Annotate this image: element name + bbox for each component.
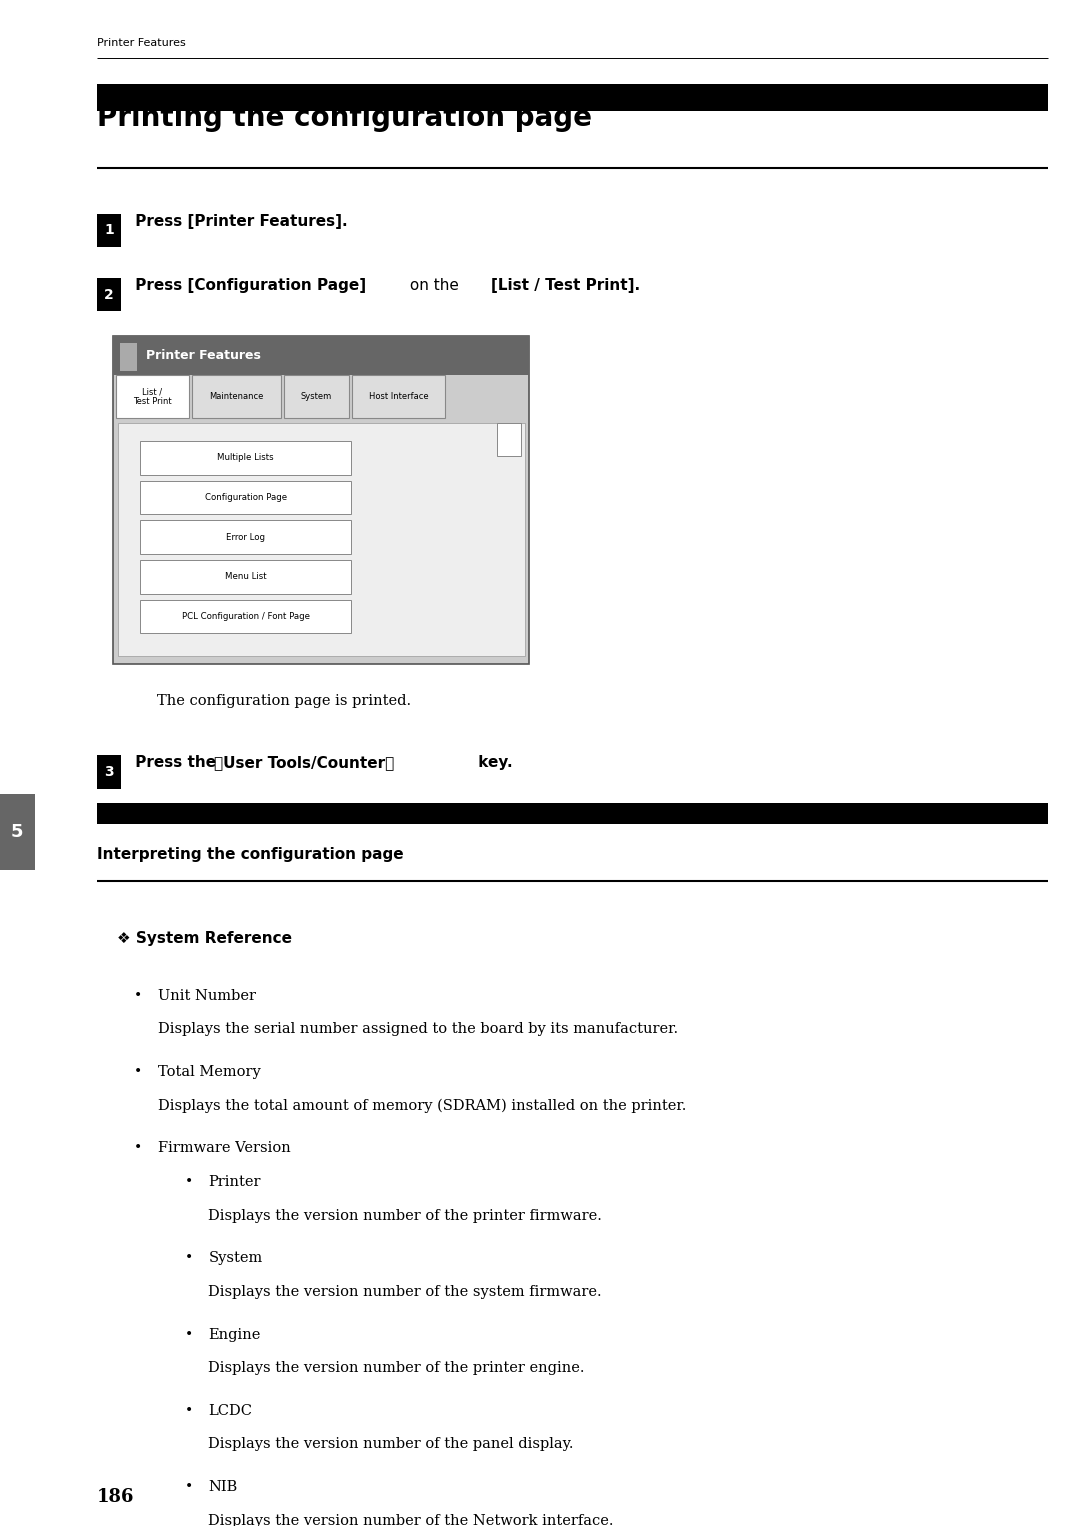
FancyBboxPatch shape <box>97 755 121 789</box>
FancyBboxPatch shape <box>97 803 1048 824</box>
Text: •: • <box>185 1328 193 1341</box>
FancyBboxPatch shape <box>0 794 35 870</box>
FancyBboxPatch shape <box>116 375 189 418</box>
Text: 5: 5 <box>11 823 24 841</box>
Text: 2: 2 <box>104 287 114 302</box>
Text: The configuration page is printed.: The configuration page is printed. <box>157 694 410 708</box>
Text: Press the: Press the <box>130 755 221 771</box>
Text: Total Memory: Total Memory <box>158 1065 260 1079</box>
FancyBboxPatch shape <box>97 214 121 247</box>
Text: List /
Test Print: List / Test Print <box>133 388 172 406</box>
Text: Menu List: Menu List <box>225 572 267 581</box>
Text: Press [Printer Features].: Press [Printer Features]. <box>130 214 348 229</box>
Text: Engine: Engine <box>208 1328 260 1341</box>
Text: 186: 186 <box>97 1488 135 1506</box>
Text: Interpreting the configuration page: Interpreting the configuration page <box>97 847 404 862</box>
FancyBboxPatch shape <box>140 560 351 594</box>
Text: LCDC: LCDC <box>208 1404 253 1418</box>
FancyBboxPatch shape <box>140 481 351 514</box>
Text: Printer Features: Printer Features <box>146 349 260 362</box>
Text: System: System <box>208 1251 262 1265</box>
Text: ❖ System Reference: ❖ System Reference <box>117 931 292 946</box>
Text: 【User Tools/Counter】: 【User Tools/Counter】 <box>214 755 394 771</box>
FancyBboxPatch shape <box>120 343 137 371</box>
FancyBboxPatch shape <box>97 278 121 311</box>
Text: Displays the total amount of memory (SDRAM) installed on the printer.: Displays the total amount of memory (SDR… <box>158 1099 686 1112</box>
Text: •: • <box>185 1404 193 1418</box>
FancyBboxPatch shape <box>352 375 445 418</box>
Text: Displays the version number of the printer firmware.: Displays the version number of the print… <box>208 1209 603 1222</box>
FancyBboxPatch shape <box>192 375 281 418</box>
Text: Displays the version number of the panel display.: Displays the version number of the panel… <box>208 1437 573 1451</box>
Text: Host Interface: Host Interface <box>368 392 429 401</box>
FancyBboxPatch shape <box>140 600 351 633</box>
FancyBboxPatch shape <box>97 84 1048 111</box>
FancyBboxPatch shape <box>113 336 529 375</box>
Text: Displays the version number of the Network interface.: Displays the version number of the Netwo… <box>208 1514 613 1526</box>
Text: Unit Number: Unit Number <box>158 989 256 1003</box>
FancyBboxPatch shape <box>497 423 521 456</box>
FancyBboxPatch shape <box>113 336 529 664</box>
Text: •: • <box>134 1141 143 1155</box>
Text: Firmware Version: Firmware Version <box>158 1141 291 1155</box>
Text: Printer: Printer <box>208 1175 261 1189</box>
Text: 1: 1 <box>104 223 114 238</box>
Text: Displays the serial number assigned to the board by its manufacturer.: Displays the serial number assigned to t… <box>158 1022 678 1036</box>
Text: PCL Configuration / Font Page: PCL Configuration / Font Page <box>181 612 310 621</box>
Text: •: • <box>185 1175 193 1189</box>
Text: NIB: NIB <box>208 1480 238 1494</box>
Text: Error Log: Error Log <box>226 533 266 542</box>
FancyBboxPatch shape <box>118 423 525 656</box>
Text: key.: key. <box>473 755 513 771</box>
Text: Displays the version number of the system firmware.: Displays the version number of the syste… <box>208 1285 602 1299</box>
Text: on the: on the <box>405 278 463 293</box>
Text: Displays the version number of the printer engine.: Displays the version number of the print… <box>208 1361 585 1375</box>
Text: Press [Configuration Page]: Press [Configuration Page] <box>130 278 366 293</box>
Text: Printer Features: Printer Features <box>97 38 186 49</box>
Text: Maintenance: Maintenance <box>210 392 264 401</box>
FancyBboxPatch shape <box>140 441 351 475</box>
Text: 3: 3 <box>105 765 113 780</box>
Text: •: • <box>134 989 143 1003</box>
Text: [List / Test Print].: [List / Test Print]. <box>491 278 640 293</box>
FancyBboxPatch shape <box>140 520 351 554</box>
Text: Printing the configuration page: Printing the configuration page <box>97 104 592 131</box>
Text: Configuration Page: Configuration Page <box>204 493 287 502</box>
Text: Multiple Lists: Multiple Lists <box>217 453 274 462</box>
Text: •: • <box>185 1480 193 1494</box>
Text: System: System <box>301 392 332 401</box>
Text: •: • <box>185 1251 193 1265</box>
Text: •: • <box>134 1065 143 1079</box>
FancyBboxPatch shape <box>284 375 349 418</box>
